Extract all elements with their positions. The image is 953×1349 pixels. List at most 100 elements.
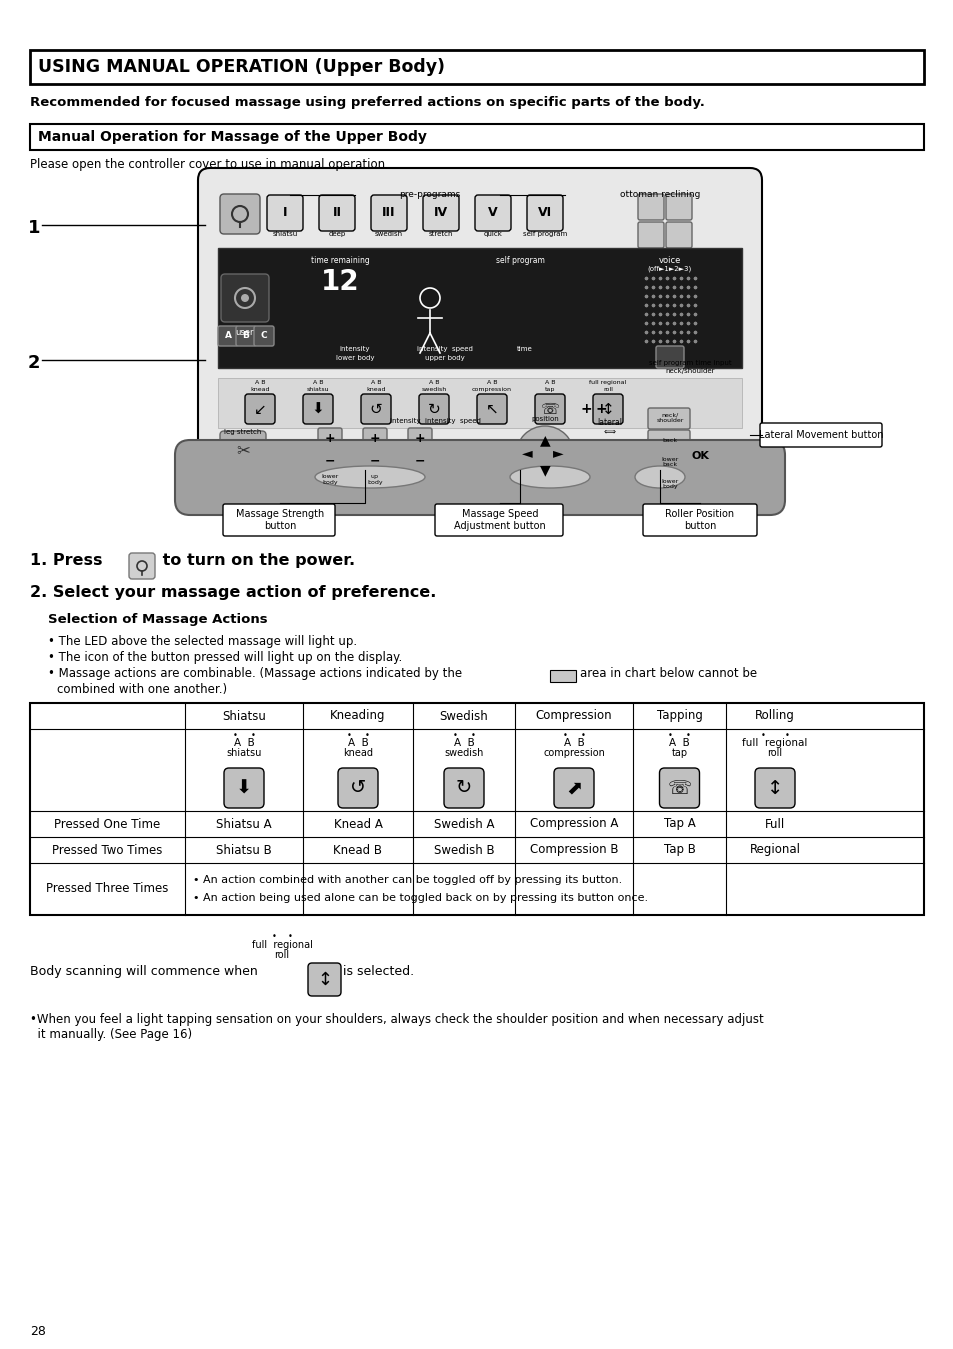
Text: ↻: ↻ (456, 778, 472, 797)
Text: neck/
shoulder: neck/ shoulder (656, 413, 683, 424)
Text: •: • (233, 731, 237, 739)
FancyBboxPatch shape (422, 196, 458, 231)
Text: Pressed Three Times: Pressed Three Times (47, 882, 169, 896)
FancyBboxPatch shape (337, 768, 377, 808)
FancyBboxPatch shape (317, 451, 341, 472)
FancyBboxPatch shape (435, 505, 562, 536)
FancyBboxPatch shape (318, 196, 355, 231)
FancyBboxPatch shape (680, 442, 719, 469)
Text: compression: compression (542, 747, 604, 758)
FancyBboxPatch shape (665, 223, 691, 248)
Text: knead: knead (343, 747, 373, 758)
Text: ✂: ✂ (235, 441, 250, 459)
FancyBboxPatch shape (418, 394, 449, 424)
Text: Knead A: Knead A (334, 817, 382, 831)
Text: Please open the controller cover to use in manual operation.: Please open the controller cover to use … (30, 158, 389, 171)
Text: ↕: ↕ (766, 778, 782, 797)
Text: •: • (346, 731, 351, 739)
Bar (218, 378, 741, 428)
Text: −: − (415, 455, 425, 468)
Text: C: C (260, 332, 267, 340)
Text: quick: quick (483, 231, 502, 237)
Text: • An action combined with another can be toggled off by pressing its button.: • An action combined with another can be… (193, 876, 621, 885)
FancyBboxPatch shape (220, 430, 266, 469)
Text: I: I (282, 206, 287, 220)
FancyBboxPatch shape (253, 326, 274, 345)
Text: Pressed Two Times: Pressed Two Times (52, 843, 163, 857)
FancyBboxPatch shape (659, 768, 699, 808)
Text: Manual Operation for Massage of the Upper Body: Manual Operation for Massage of the Uppe… (38, 130, 426, 144)
Text: 2. Select your massage action of preference.: 2. Select your massage action of prefere… (30, 585, 436, 600)
Text: Body scanning will commence when: Body scanning will commence when (30, 965, 257, 978)
Text: knead: knead (366, 387, 385, 393)
Text: OK: OK (690, 451, 708, 461)
Text: B: B (242, 332, 249, 340)
FancyBboxPatch shape (360, 394, 391, 424)
Text: Compression: Compression (536, 710, 612, 723)
Text: Kneading: Kneading (330, 710, 385, 723)
FancyBboxPatch shape (647, 407, 689, 429)
Text: roll: roll (274, 950, 290, 960)
Text: Shiatsu A: Shiatsu A (216, 817, 272, 831)
Text: Regional: Regional (749, 843, 800, 857)
Text: •When you feel a light tapping sensation on your shoulders, always check the sho: •When you feel a light tapping sensation… (30, 1013, 763, 1027)
Text: •: • (580, 731, 585, 739)
Text: self program: self program (495, 256, 544, 264)
Text: tap: tap (671, 747, 687, 758)
Text: •: • (760, 731, 764, 739)
Text: swedish: swedish (421, 387, 446, 393)
Text: ↙: ↙ (253, 402, 266, 417)
Text: self program: self program (522, 231, 566, 237)
Text: roll: roll (766, 747, 781, 758)
Text: ▲: ▲ (539, 433, 550, 447)
Text: Massage Speed
Adjustment button: Massage Speed Adjustment button (454, 509, 545, 532)
Text: A B: A B (371, 380, 381, 384)
Text: Shiatsu: Shiatsu (222, 710, 266, 723)
Text: •: • (685, 731, 690, 739)
Bar (30, 50, 923, 84)
Text: •: • (251, 731, 255, 739)
Text: ↺: ↺ (369, 402, 382, 417)
FancyBboxPatch shape (642, 505, 757, 536)
Text: ottoman reclining: ottoman reclining (619, 190, 700, 200)
FancyBboxPatch shape (638, 223, 663, 248)
FancyBboxPatch shape (363, 451, 387, 472)
Text: self program time input: self program time input (648, 360, 731, 366)
FancyBboxPatch shape (221, 274, 269, 322)
Text: lower body: lower body (335, 355, 374, 362)
Text: •: • (783, 731, 789, 739)
Text: −: − (370, 455, 380, 468)
Text: III: III (382, 206, 395, 220)
Text: voice: voice (659, 256, 680, 264)
Text: A B: A B (428, 380, 438, 384)
Text: Tap B: Tap B (663, 843, 695, 857)
Text: •: • (287, 932, 293, 942)
FancyBboxPatch shape (475, 196, 511, 231)
Text: Swedish B: Swedish B (434, 843, 494, 857)
Text: ↖: ↖ (485, 402, 497, 417)
Text: ↕: ↕ (316, 970, 332, 989)
Text: A B: A B (544, 380, 555, 384)
Text: it manually. (See Page 16): it manually. (See Page 16) (30, 1028, 192, 1041)
Circle shape (516, 426, 574, 484)
Text: Tap A: Tap A (663, 817, 695, 831)
Text: 12: 12 (320, 268, 359, 295)
Text: 2: 2 (28, 353, 40, 372)
FancyBboxPatch shape (317, 428, 341, 451)
Text: roll: roll (602, 387, 612, 393)
FancyBboxPatch shape (408, 428, 432, 451)
Text: Swedish: Swedish (439, 710, 488, 723)
Text: •: • (562, 731, 567, 739)
Text: VI: VI (537, 206, 552, 220)
Text: Compression B: Compression B (529, 843, 618, 857)
FancyBboxPatch shape (371, 196, 407, 231)
Text: •: • (272, 932, 276, 942)
Ellipse shape (635, 465, 684, 488)
Text: full  regional: full regional (252, 940, 313, 950)
Text: •: • (667, 731, 672, 739)
Text: ↺: ↺ (350, 778, 366, 797)
Text: stretch: stretch (428, 231, 453, 237)
Text: swedish: swedish (375, 231, 402, 237)
FancyBboxPatch shape (303, 394, 333, 424)
Text: • Massage actions are combinable. (Massage actions indicated by the: • Massage actions are combinable. (Massa… (48, 666, 461, 680)
